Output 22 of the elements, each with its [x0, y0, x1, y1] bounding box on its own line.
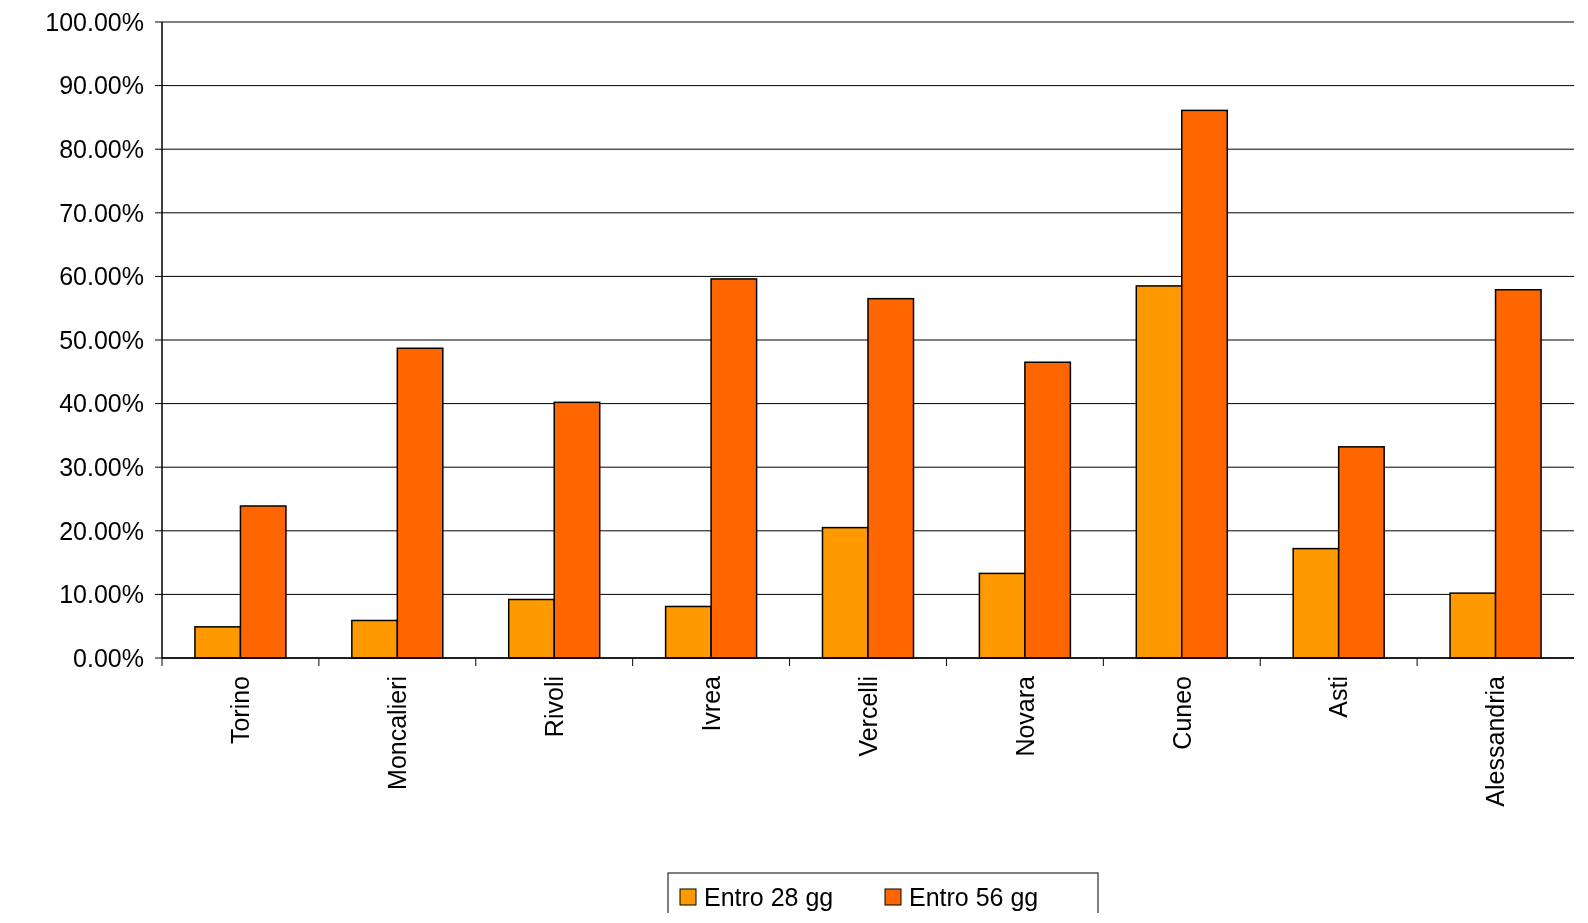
y-tick-label: 20.00% [59, 516, 144, 545]
y-tick-label: 0.00% [73, 643, 144, 672]
x-tick-label: Cuneo [1167, 676, 1196, 750]
x-tick-label: Ivrea [696, 675, 725, 732]
legend-label: Entro 56 gg [909, 882, 1039, 911]
y-tick-label: 40.00% [59, 389, 144, 418]
y-tick-label: 50.00% [59, 325, 144, 354]
y-tick-label: 10.00% [59, 580, 144, 609]
x-tick-label: Torino [226, 676, 255, 745]
y-tick-label: 90.00% [59, 71, 144, 100]
y-tick-label: 100.00% [45, 7, 144, 36]
x-tick-label: Alessandria [1481, 675, 1510, 807]
legend-label: Entro 28 gg [704, 882, 834, 911]
x-tick-label: Rivoli [539, 676, 568, 738]
x-tick-label: Moncalieri [383, 676, 412, 790]
y-tick-label: 70.00% [59, 198, 144, 227]
y-tick-label: 80.00% [59, 134, 144, 163]
y-tick-label: 60.00% [59, 262, 144, 291]
y-tick-label: 30.00% [59, 452, 144, 481]
x-tick-label: Asti [1324, 676, 1353, 718]
x-tick-label: Novara [1010, 675, 1039, 757]
x-tick-label: Vercelli [853, 676, 882, 757]
